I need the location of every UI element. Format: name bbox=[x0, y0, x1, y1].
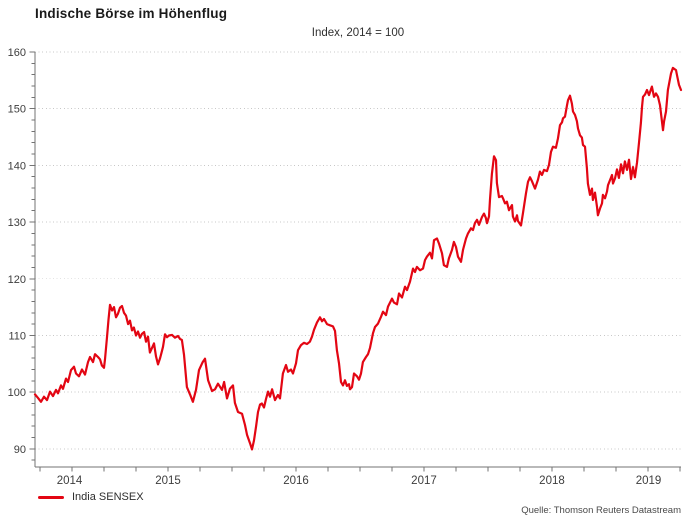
x-year-label: 2014 bbox=[57, 475, 83, 487]
y-tick-label: 140 bbox=[8, 160, 26, 172]
chart-subtitle: Index, 2014 = 100 bbox=[311, 27, 405, 39]
x-year-label: 2019 bbox=[636, 475, 662, 487]
x-year-label: 2016 bbox=[283, 475, 309, 487]
y-tick-label: 150 bbox=[8, 104, 26, 116]
y-tick-label: 110 bbox=[8, 330, 26, 342]
x-year-label: 2015 bbox=[155, 475, 181, 487]
x-year-label: 2017 bbox=[411, 475, 437, 487]
y-tick-label: 160 bbox=[8, 47, 26, 59]
y-tick-label: 130 bbox=[8, 217, 26, 229]
chart-title: Indische Börse im Höhenflug bbox=[35, 6, 228, 21]
source-note: Quelle: Thomson Reuters Datastream bbox=[521, 505, 681, 516]
legend: India SENSEX bbox=[38, 490, 144, 504]
y-tick-label: 100 bbox=[8, 387, 26, 399]
india-sensex-line bbox=[33, 66, 683, 451]
y-tick-label: 90 bbox=[14, 444, 26, 456]
legend-label: India SENSEX bbox=[72, 491, 144, 503]
legend-line-swatch bbox=[38, 495, 64, 499]
y-tick-label: 120 bbox=[8, 274, 26, 286]
x-year-label: 2018 bbox=[539, 475, 565, 487]
